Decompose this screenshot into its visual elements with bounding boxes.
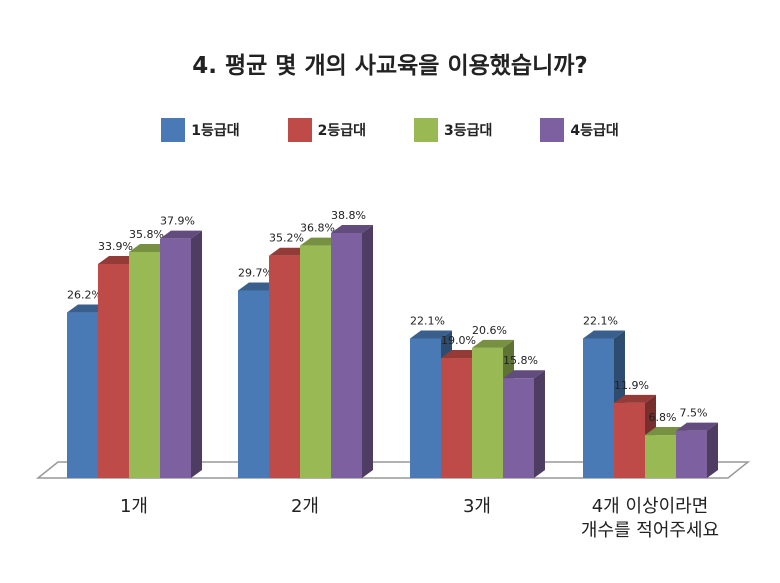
category-label: 3개 (463, 496, 491, 517)
data-label: 37.9% (160, 215, 195, 228)
bar-top (410, 330, 452, 339)
bar-side (707, 422, 718, 478)
legend-item: 1등급대 (161, 118, 240, 142)
bar-side (362, 225, 373, 478)
category-label: 1개 (120, 496, 148, 517)
bar (160, 238, 191, 478)
data-label: 35.8% (129, 228, 164, 241)
legend-swatch (287, 118, 312, 142)
bar (269, 255, 300, 478)
bar (503, 378, 534, 478)
category-label: 개수를 적어주세요 (581, 520, 719, 541)
data-label: 11.9% (614, 379, 649, 392)
data-label: 22.1% (583, 314, 618, 327)
bar-top (583, 330, 625, 339)
bar-top (472, 339, 514, 348)
data-label: 33.9% (98, 240, 133, 253)
bar (238, 290, 269, 478)
bar (645, 435, 676, 478)
data-label: 20.6% (472, 324, 507, 337)
data-label: 35.2% (269, 232, 304, 245)
legend-label: 1등급대 (191, 123, 240, 139)
bar (676, 430, 707, 478)
bar (614, 402, 645, 478)
bar (331, 233, 362, 478)
legend-swatch (414, 118, 438, 142)
bar-top (331, 225, 373, 233)
data-label: 7.5% (680, 407, 708, 420)
bar-top (160, 230, 202, 239)
bar (472, 347, 503, 478)
data-label: 26.2% (67, 289, 102, 302)
bar-top (503, 370, 545, 379)
legend-label: 3등급대 (444, 123, 493, 139)
legend-label: 2등급대 (317, 123, 366, 139)
legend-swatch (161, 118, 186, 142)
legend: 1등급대 2등급대 3등급대 4등급대 (0, 118, 780, 142)
data-label: 6.8% (649, 411, 677, 424)
legend-swatch (540, 118, 565, 142)
data-label: 29.7% (238, 266, 273, 279)
bar (410, 338, 441, 478)
category-label: 2개 (291, 496, 319, 517)
chart-title: 4. 평균 몇 개의 사교육을 이용했습니까? (192, 53, 588, 79)
legend-item: 4등급대 (540, 118, 619, 142)
bar-top (614, 394, 656, 403)
legend-item: 3등급대 (414, 118, 492, 142)
bar (441, 358, 472, 478)
bar-top (676, 422, 718, 431)
data-label: 38.8% (331, 209, 366, 222)
bar (67, 312, 98, 478)
legend-label: 4등급대 (570, 123, 619, 139)
data-label: 36.8% (300, 222, 335, 235)
bar (583, 338, 614, 478)
bar-side (534, 370, 545, 478)
data-label: 15.8% (503, 354, 538, 367)
bar (129, 251, 160, 478)
data-label: 22.1% (410, 314, 445, 327)
legend-item: 2등급대 (287, 118, 366, 142)
category-label: 4개 이상이라면 (592, 496, 709, 517)
bar-side (191, 230, 202, 478)
bar (98, 263, 129, 478)
bar (300, 245, 331, 478)
data-label: 19.0% (441, 334, 476, 347)
